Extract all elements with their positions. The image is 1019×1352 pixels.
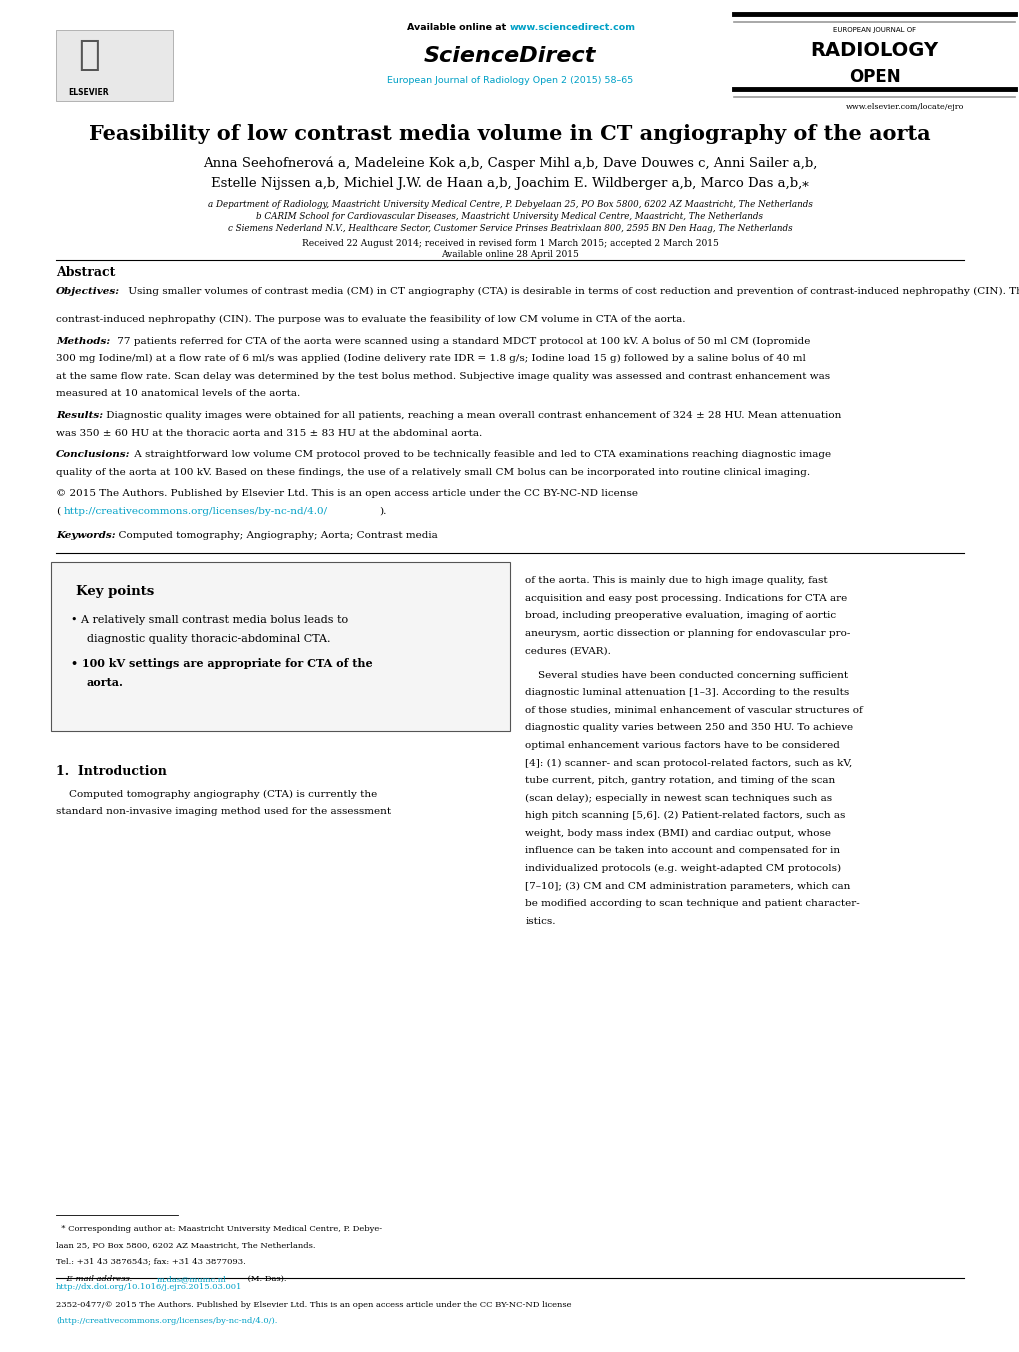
- Text: acquisition and easy post processing. Indications for CTA are: acquisition and easy post processing. In…: [525, 594, 847, 603]
- Text: (: (: [56, 507, 60, 516]
- Text: Available online 28 April 2015: Available online 28 April 2015: [440, 250, 579, 260]
- Text: laan 25, PO Box 5800, 6202 AZ Maastricht, The Netherlands.: laan 25, PO Box 5800, 6202 AZ Maastricht…: [56, 1241, 315, 1249]
- Text: aneurysm, aortic dissection or planning for endovascular pro-: aneurysm, aortic dissection or planning …: [525, 629, 850, 638]
- Text: Conclusions:: Conclusions:: [56, 450, 130, 460]
- Text: contrast-induced nephropathy (CIN). The purpose was to evaluate the feasibility : contrast-induced nephropathy (CIN). The …: [56, 315, 685, 324]
- Text: * Corresponding author at: Maastricht University Medical Centre, P. Debye-: * Corresponding author at: Maastricht Un…: [56, 1225, 382, 1233]
- Text: Several studies have been conducted concerning sufficient: Several studies have been conducted conc…: [525, 671, 848, 680]
- Text: Methods:: Methods:: [56, 337, 110, 346]
- Text: European Journal of Radiology Open 2 (2015) 58–65: European Journal of Radiology Open 2 (20…: [386, 76, 633, 85]
- Text: Available online at: Available online at: [408, 23, 510, 32]
- Text: www.elsevier.com/locate/ejro: www.elsevier.com/locate/ejro: [845, 103, 963, 111]
- Text: istics.: istics.: [525, 917, 555, 926]
- Text: broad, including preoperative evaluation, imaging of aortic: broad, including preoperative evaluation…: [525, 611, 836, 621]
- Text: high pitch scanning [5,6]. (2) Patient-related factors, such as: high pitch scanning [5,6]. (2) Patient-r…: [525, 811, 845, 821]
- Text: influence can be taken into account and compensated for in: influence can be taken into account and …: [525, 846, 840, 856]
- Text: individualized protocols (e.g. weight-adapted CM protocols): individualized protocols (e.g. weight-ad…: [525, 864, 841, 873]
- Text: be modified according to scan technique and patient character-: be modified according to scan technique …: [525, 899, 859, 909]
- Text: Estelle Nijssen a,b, Michiel J.W. de Haan a,b, Joachim E. Wildberger a,b, Marco : Estelle Nijssen a,b, Michiel J.W. de Haa…: [211, 177, 808, 191]
- Text: http://creativecommons.org/licenses/by-nc-nd/4.0/: http://creativecommons.org/licenses/by-n…: [63, 507, 327, 516]
- Text: • 100 kV settings are appropriate for CTA of the: • 100 kV settings are appropriate for CT…: [71, 658, 373, 669]
- Text: aorta.: aorta.: [87, 677, 123, 688]
- Text: c Siemens Nederland N.V., Healthcare Sector, Customer Service Prinses Beatrixlaa: c Siemens Nederland N.V., Healthcare Sec…: [227, 224, 792, 234]
- Text: Feasibility of low contrast media volume in CT angiography of the aorta: Feasibility of low contrast media volume…: [89, 124, 930, 145]
- Text: www.sciencedirect.com: www.sciencedirect.com: [510, 23, 636, 32]
- FancyBboxPatch shape: [51, 562, 510, 731]
- Text: Diagnostic quality images were obtained for all patients, reaching a mean overal: Diagnostic quality images were obtained …: [103, 411, 841, 420]
- Text: m.das@mumc.nl: m.das@mumc.nl: [157, 1275, 227, 1283]
- Text: b CARIM School for Cardiovascular Diseases, Maastricht University Medical Centre: b CARIM School for Cardiovascular Diseas…: [256, 212, 763, 222]
- Text: EUROPEAN JOURNAL OF: EUROPEAN JOURNAL OF: [833, 27, 915, 32]
- Text: © 2015 The Authors. Published by Elsevier Ltd. This is an open access article un: © 2015 The Authors. Published by Elsevie…: [56, 489, 638, 499]
- Text: cedures (EVAR).: cedures (EVAR).: [525, 646, 610, 656]
- Text: diagnostic luminal attenuation [1–3]. According to the results: diagnostic luminal attenuation [1–3]. Ac…: [525, 688, 849, 698]
- Text: was 350 ± 60 HU at the thoracic aorta and 315 ± 83 HU at the abdominal aorta.: was 350 ± 60 HU at the thoracic aorta an…: [56, 429, 482, 438]
- Text: measured at 10 anatomical levels of the aorta.: measured at 10 anatomical levels of the …: [56, 389, 300, 399]
- Text: (http://creativecommons.org/licenses/by-nc-nd/4.0/).: (http://creativecommons.org/licenses/by-…: [56, 1317, 277, 1325]
- Text: ).: ).: [379, 507, 386, 516]
- Text: E-mail address:: E-mail address:: [56, 1275, 136, 1283]
- Text: 2352-0477/© 2015 The Authors. Published by Elsevier Ltd. This is an open access : 2352-0477/© 2015 The Authors. Published …: [56, 1301, 571, 1309]
- Text: weight, body mass index (BMI) and cardiac output, whose: weight, body mass index (BMI) and cardia…: [525, 829, 830, 838]
- Text: Results:: Results:: [56, 411, 103, 420]
- Text: ELSEVIER: ELSEVIER: [68, 88, 109, 97]
- Text: OPEN: OPEN: [848, 68, 900, 85]
- Text: Key points: Key points: [76, 585, 155, 599]
- Text: of the aorta. This is mainly due to high image quality, fast: of the aorta. This is mainly due to high…: [525, 576, 827, 585]
- Text: standard non-invasive imaging method used for the assessment: standard non-invasive imaging method use…: [56, 807, 391, 817]
- Text: Computed tomography; Angiography; Aorta; Contrast media: Computed tomography; Angiography; Aorta;…: [112, 531, 437, 541]
- Text: Tel.: +31 43 3876543; fax: +31 43 3877093.: Tel.: +31 43 3876543; fax: +31 43 387709…: [56, 1257, 246, 1265]
- Text: 300 mg Iodine/ml) at a flow rate of 6 ml/s was applied (Iodine delivery rate IDR: 300 mg Iodine/ml) at a flow rate of 6 ml…: [56, 354, 805, 364]
- Text: at the same flow rate. Scan delay was determined by the test bolus method. Subje: at the same flow rate. Scan delay was de…: [56, 372, 829, 381]
- Text: 77 patients referred for CTA of the aorta were scanned using a standard MDCT pro: 77 patients referred for CTA of the aort…: [114, 337, 810, 346]
- Text: Anna Seehofnerová a, Madeleine Kok a,b, Casper Mihl a,b, Dave Douwes c, Anni Sai: Anna Seehofnerová a, Madeleine Kok a,b, …: [203, 157, 816, 170]
- Text: optimal enhancement various factors have to be considered: optimal enhancement various factors have…: [525, 741, 840, 750]
- Text: quality of the aorta at 100 kV. Based on these findings, the use of a relatively: quality of the aorta at 100 kV. Based on…: [56, 468, 809, 477]
- Text: a Department of Radiology, Maastricht University Medical Centre, P. Debyelaan 25: a Department of Radiology, Maastricht Un…: [207, 200, 812, 210]
- Text: tube current, pitch, gantry rotation, and timing of the scan: tube current, pitch, gantry rotation, an…: [525, 776, 835, 786]
- Text: diagnostic quality varies between 250 and 350 HU. To achieve: diagnostic quality varies between 250 an…: [525, 723, 853, 733]
- Text: 𝕰: 𝕰: [77, 38, 100, 72]
- Bar: [56, 30, 173, 101]
- Text: Abstract: Abstract: [56, 266, 115, 280]
- Text: (M. Das).: (M. Das).: [245, 1275, 286, 1283]
- Text: [4]: (1) scanner- and scan protocol-related factors, such as kV,: [4]: (1) scanner- and scan protocol-rela…: [525, 758, 852, 768]
- Text: of those studies, minimal enhancement of vascular structures of: of those studies, minimal enhancement of…: [525, 706, 862, 715]
- Text: ScienceDirect: ScienceDirect: [424, 46, 595, 66]
- Text: • A relatively small contrast media bolus leads to: • A relatively small contrast media bolu…: [71, 615, 348, 625]
- Text: diagnostic quality thoracic-abdominal CTA.: diagnostic quality thoracic-abdominal CT…: [87, 634, 330, 644]
- Text: Objectives:: Objectives:: [56, 287, 120, 296]
- Text: RADIOLOGY: RADIOLOGY: [810, 41, 937, 59]
- Text: A straightforward low volume CM protocol proved to be technically feasible and l: A straightforward low volume CM protocol…: [130, 450, 829, 460]
- Text: Keywords:: Keywords:: [56, 531, 115, 541]
- Text: Received 22 August 2014; received in revised form 1 March 2015; accepted 2 March: Received 22 August 2014; received in rev…: [302, 239, 717, 249]
- Text: Computed tomography angiography (CTA) is currently the: Computed tomography angiography (CTA) is…: [56, 790, 377, 799]
- Text: (scan delay); especially in newest scan techniques such as: (scan delay); especially in newest scan …: [525, 794, 832, 803]
- Text: http://dx.doi.org/10.1016/j.ejro.2015.03.001: http://dx.doi.org/10.1016/j.ejro.2015.03…: [56, 1283, 243, 1291]
- Text: [7–10]; (3) CM and CM administration parameters, which can: [7–10]; (3) CM and CM administration par…: [525, 882, 850, 891]
- Text: 1.  Introduction: 1. Introduction: [56, 765, 167, 779]
- Text: Using smaller volumes of contrast media (CM) in CT angiography (CTA) is desirabl: Using smaller volumes of contrast media …: [125, 287, 1019, 296]
